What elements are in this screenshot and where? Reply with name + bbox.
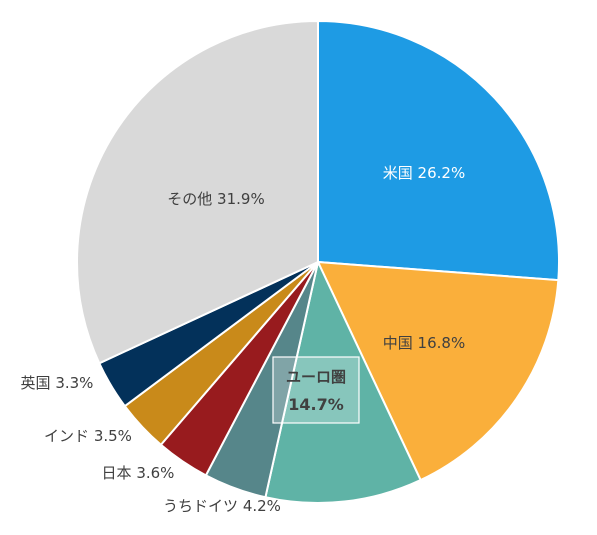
slice-china: [316, 260, 560, 482]
euro-area-box-frame: [272, 356, 360, 424]
euro-area-label-box: ユーロ圏 14.7%: [272, 356, 360, 424]
euro-area-label-line1: ユーロ圏: [286, 368, 346, 386]
euro-area-label-line2: 14.7%: [288, 395, 344, 414]
slice-china-label: 中国 16.8%: [383, 334, 465, 352]
slice-germany-label: うちドイツ 4.2%: [163, 497, 281, 515]
slice-india-label: インド 3.5%: [44, 427, 132, 445]
slice-us-label: 米国 26.2%: [383, 164, 465, 182]
slice-other-label: その他 31.9%: [167, 190, 264, 208]
slice-uk-label: 英国 3.3%: [21, 374, 94, 392]
slice-us: [317, 19, 560, 282]
slice-euro-other: [264, 258, 422, 504]
slice-other: [76, 19, 319, 365]
slice-japan-label: 日本 3.6%: [102, 464, 175, 482]
